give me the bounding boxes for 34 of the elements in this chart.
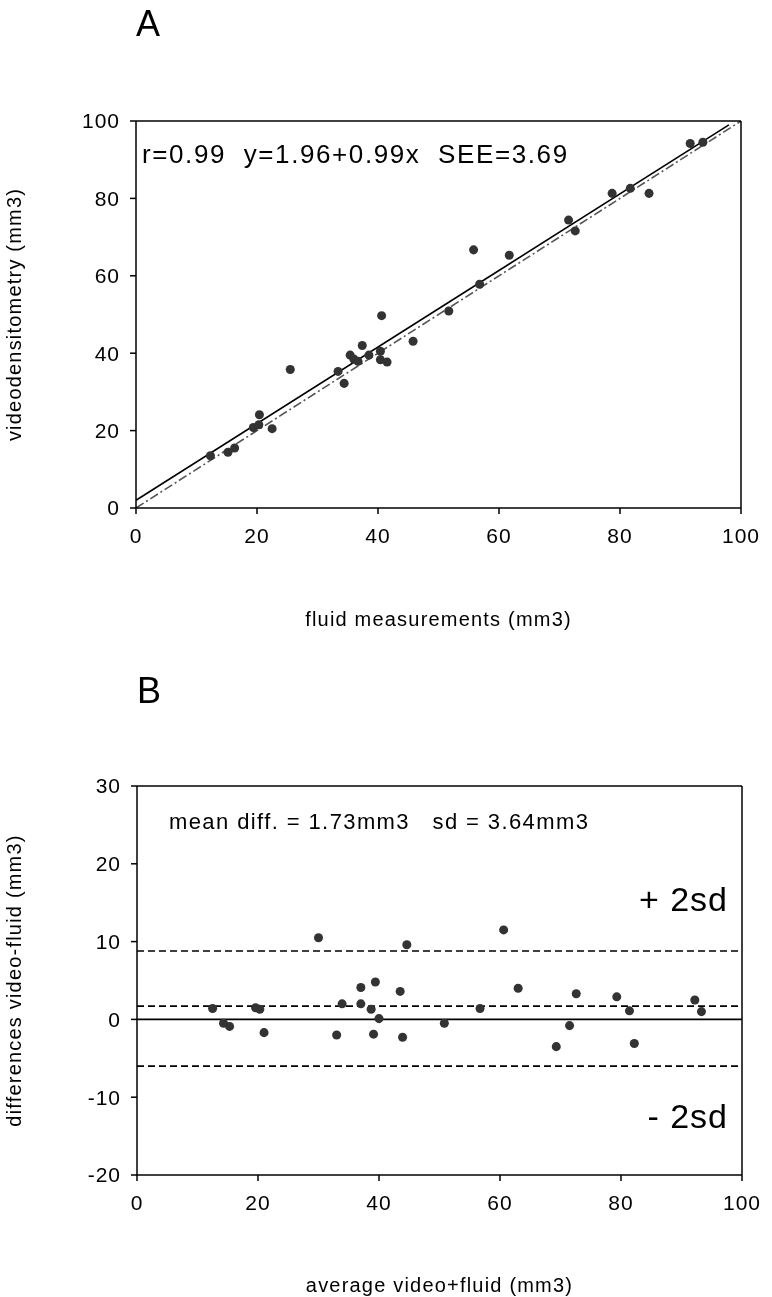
x-tick-label: 80 (608, 1190, 634, 1214)
annotation: mean diff. = 1.73mm3 sd = 3.64mm3 (169, 809, 590, 834)
y-tick-label: 20 (95, 852, 121, 876)
x-tick-label: 0 (129, 523, 143, 547)
x-tick-label: 60 (486, 523, 512, 547)
x-tick-label: 20 (244, 523, 270, 547)
y-tick-label: -10 (87, 1085, 121, 1109)
chart-title: A (136, 3, 161, 44)
y-tick-label: 0 (108, 1007, 121, 1031)
y-tick-label: 0 (107, 496, 120, 520)
x-tick-label: 80 (607, 523, 633, 547)
y-tick-label: 60 (94, 264, 120, 288)
ref-line-label: + 2sd (638, 879, 728, 918)
y-tick-label: 100 (81, 109, 120, 133)
x-tick-label: 100 (722, 1190, 762, 1214)
y-tick-label: 10 (95, 930, 121, 954)
x-tick-label: 100 (721, 523, 761, 547)
y-tick-label: 30 (95, 774, 121, 798)
y-axis-title: differences video-fluid (mm3) (3, 834, 26, 1127)
x-tick-label: 20 (245, 1190, 271, 1214)
annotation: r=0.99 y=1.96+0.99x SEE=3.69 (142, 139, 569, 169)
x-tick-label: 40 (366, 1190, 392, 1214)
y-tick-label: 40 (94, 341, 120, 365)
y-axis-title: videodensitometry (mm3) (3, 187, 26, 442)
ref-line-label: - 2sd (647, 1097, 728, 1136)
x-tick-label: 0 (130, 1190, 144, 1214)
x-tick-label: 40 (365, 523, 391, 547)
y-tick-label: 20 (94, 419, 120, 443)
x-axis-title: average video+fluid (mm3) (305, 1274, 574, 1296)
y-tick-label: 80 (94, 186, 120, 210)
y-tick-label: -20 (87, 1163, 121, 1187)
chart-title: B (137, 670, 162, 711)
x-tick-label: 60 (487, 1190, 513, 1214)
x-axis-title: fluid measurements (mm3) (305, 608, 572, 630)
